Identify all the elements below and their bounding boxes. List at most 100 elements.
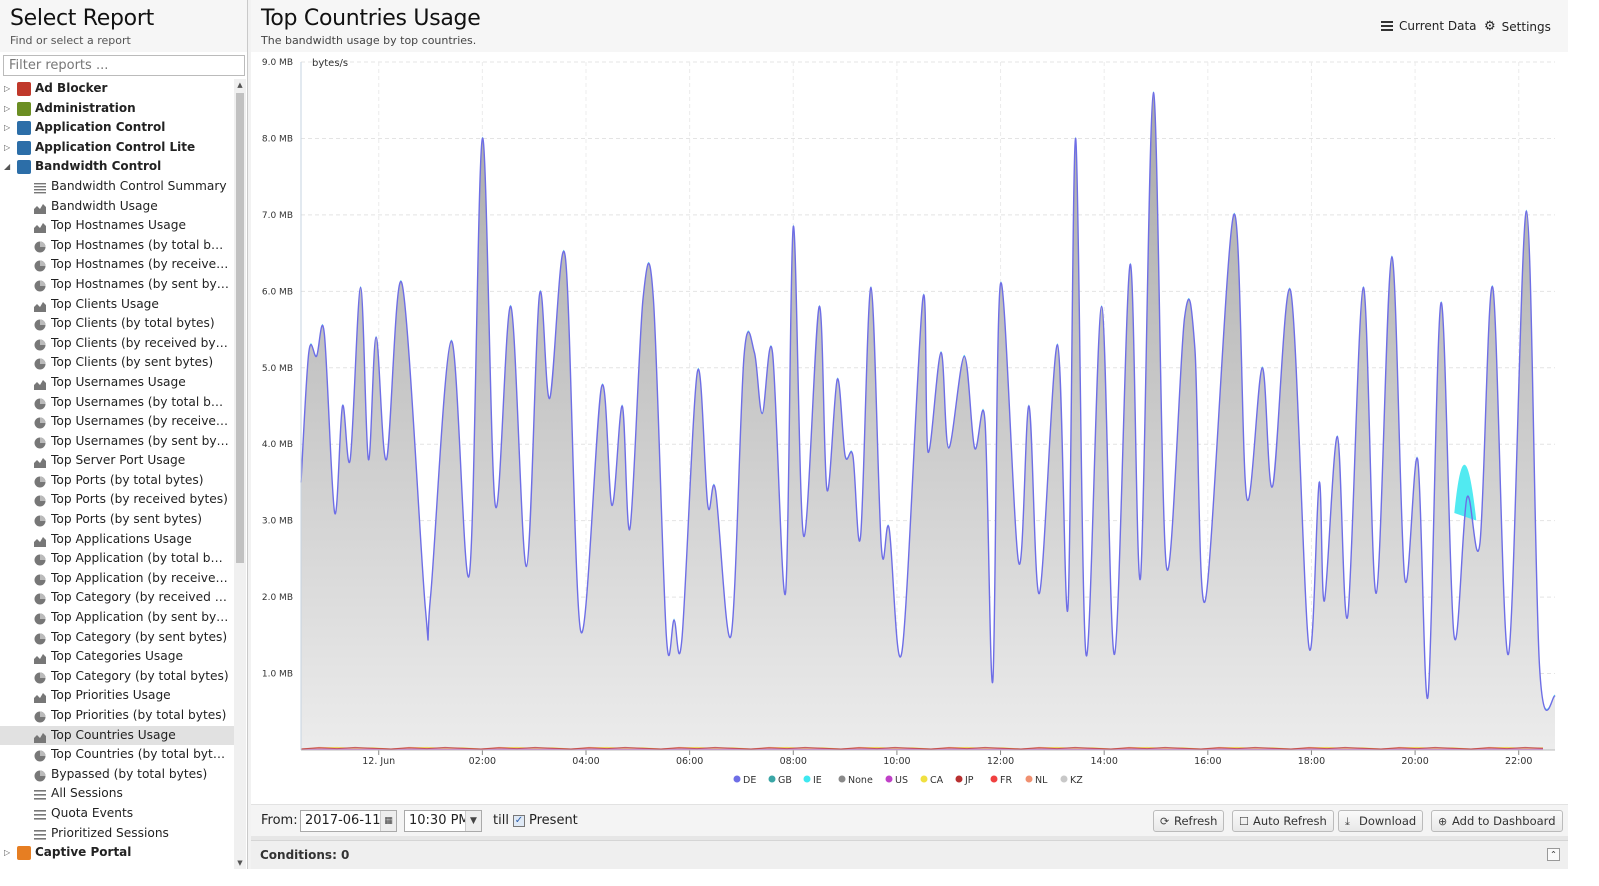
tree-item-top-hostnames-by-total-bytes[interactable]: Top Hostnames (by total bytes) xyxy=(0,236,234,256)
legend-label-jp: JP xyxy=(964,775,974,786)
scroll-down-icon[interactable]: ▼ xyxy=(237,859,243,867)
expand-icon[interactable]: ▷ xyxy=(4,142,11,152)
tree-item-label: Top Priorities (by total bytes) xyxy=(51,708,227,722)
x-tick-label: 14:00 xyxy=(1090,756,1117,767)
tree-item-top-usernames-usage[interactable]: Top Usernames Usage xyxy=(0,373,234,393)
pie-chart-icon xyxy=(34,769,46,782)
from-time-field[interactable]: 10:30 PM ▼ xyxy=(404,810,482,832)
tree-item-top-clients-by-sent-bytes[interactable]: Top Clients (by sent bytes) xyxy=(0,353,234,373)
legend-marker-jp xyxy=(955,775,963,783)
legend-marker-fr xyxy=(990,775,998,783)
refresh-button[interactable]: ⟳ Refresh xyxy=(1153,810,1225,832)
filter-reports-input[interactable] xyxy=(3,55,245,76)
expand-icon[interactable]: ⌃ xyxy=(1547,848,1560,861)
legend-label-none: None xyxy=(848,775,873,786)
tree-group-ad-blocker[interactable]: ▷ Ad Blocker xyxy=(0,79,234,99)
auto-refresh-button[interactable]: ☐ Auto Refresh xyxy=(1232,810,1334,832)
tree-item-top-priorities-by-total-bytes[interactable]: Top Priorities (by total bytes) xyxy=(0,706,234,726)
tree-item-top-applications-usage[interactable]: Top Applications Usage xyxy=(0,530,234,550)
tree-group-bandwidth-control[interactable]: ◢ Bandwidth Control xyxy=(0,157,234,177)
pie-chart-icon xyxy=(34,475,46,488)
tree-item-bandwidth-control-summary[interactable]: Bandwidth Control Summary xyxy=(0,177,234,197)
calendar-icon[interactable]: ▦ xyxy=(380,811,396,831)
tree-item-top-clients-by-received-bytes[interactable]: Top Clients (by received bytes) xyxy=(0,334,234,354)
tree-group-application-control-lite[interactable]: ▷ Application Control Lite xyxy=(0,138,234,158)
expand-icon[interactable]: ▷ xyxy=(4,123,11,133)
tree-item-top-categories-usage[interactable]: Top Categories Usage xyxy=(0,647,234,667)
expand-icon[interactable]: ▷ xyxy=(4,84,11,93)
pie-chart-icon xyxy=(34,632,46,645)
tree-item-top-countries-usage[interactable]: Top Countries Usage xyxy=(0,725,234,746)
tree-group-administration[interactable]: ▷ Administration xyxy=(0,99,234,119)
tree-item-top-application-by-sent-bytes[interactable]: Top Application (by sent bytes) xyxy=(0,608,234,628)
legend-label-de: DE xyxy=(743,775,756,786)
tree-item-top-category-by-sent-bytes[interactable]: Top Category (by sent bytes) xyxy=(0,628,234,648)
tree-item-top-hostnames-by-received-bytes[interactable]: Top Hostnames (by received bytes) xyxy=(0,255,234,275)
from-date-value: 2017-06-11 xyxy=(305,813,381,828)
from-date-field[interactable]: 2017-06-11 ▦ xyxy=(300,810,397,832)
tree-item-top-hostnames-by-sent-bytes[interactable]: Top Hostnames (by sent bytes) xyxy=(0,275,234,295)
tree-item-top-application-by-total-bytes[interactable]: Top Application (by total bytes) xyxy=(0,549,234,569)
pie-chart-icon xyxy=(34,279,46,292)
tree-group-captive-portal[interactable]: ▷ Captive Portal xyxy=(0,843,234,863)
tree-item-bandwidth-usage[interactable]: Bandwidth Usage xyxy=(0,197,234,217)
tree-item-label: Bandwidth Control Summary xyxy=(51,178,227,193)
x-tick-label: 16:00 xyxy=(1194,756,1221,767)
x-tick-label: 10:00 xyxy=(883,756,910,767)
scroll-up-icon[interactable]: ▲ xyxy=(237,81,243,89)
tree-item-label: Top Usernames (by total bytes) xyxy=(51,394,229,409)
area-chart-icon xyxy=(34,220,46,234)
usage-chart[interactable]: 1.0 MB 2.0 MB 3.0 MB 4.0 MB 5.0 MB 6.0 MB 7.0 … xyxy=(251,52,1568,804)
tree-item-top-category-by-received-bytes[interactable]: Top Category (by received bytes) xyxy=(0,588,234,608)
panel-splitter[interactable] xyxy=(251,836,1568,840)
legend-marker-gb xyxy=(768,775,776,783)
till-label: till xyxy=(493,813,509,828)
current-data-button[interactable]: Current Data xyxy=(1381,19,1477,33)
add-to-dashboard-button[interactable]: ⊕ Add to Dashboard xyxy=(1431,810,1563,832)
tree-item-top-ports-by-received-bytes[interactable]: Top Ports (by received bytes) xyxy=(0,490,234,510)
tree-item-top-usernames-by-total-bytes[interactable]: Top Usernames (by total bytes) xyxy=(0,393,234,413)
settings-button[interactable]: ⚙ Settings xyxy=(1484,19,1551,34)
tree-item-label: Top Ports (by received bytes) xyxy=(51,492,228,507)
tree-item-top-server-port-usage[interactable]: Top Server Port Usage xyxy=(0,451,234,471)
scrollbar-thumb[interactable] xyxy=(236,93,244,563)
settings-label: Settings xyxy=(1501,19,1551,34)
tree-group-application-control[interactable]: ▷ Application Control xyxy=(0,118,234,138)
report-toolbar: From: 2017-06-11 ▦ 10:30 PM ▼ till ✓ Pre… xyxy=(251,804,1568,836)
collapse-icon[interactable]: ◢ xyxy=(4,162,11,172)
x-tick-label: 18:00 xyxy=(1298,756,1325,767)
tree-item-top-application-by-received-bytes[interactable]: Top Application (by received bytes) xyxy=(0,569,234,589)
expand-icon[interactable]: ▷ xyxy=(4,103,11,113)
tree-item-top-priorities-usage[interactable]: Top Priorities Usage xyxy=(0,686,234,706)
tree-item-top-usernames-by-received-bytes[interactable]: Top Usernames (by received bytes) xyxy=(0,412,234,432)
tree-item-top-hostnames-usage[interactable]: Top Hostnames Usage xyxy=(0,216,234,236)
report-title: Top Countries Usage xyxy=(261,6,481,31)
tree-item-all-sessions[interactable]: All Sessions xyxy=(0,784,234,804)
report-sidebar: Select Report Find or select a report ▷ A… xyxy=(0,0,248,886)
pie-chart-icon xyxy=(34,514,46,527)
present-checkbox[interactable]: ✓ xyxy=(513,815,525,827)
text-report-icon xyxy=(34,181,46,194)
tree-item-top-usernames-by-sent-bytes[interactable]: Top Usernames (by sent bytes) xyxy=(0,432,234,452)
tree-item-prioritized-sessions[interactable]: Prioritized Sessions xyxy=(0,824,234,844)
tree-item-bypassed-by-total-bytes[interactable]: Bypassed (by total bytes) xyxy=(0,765,234,785)
area-chart-icon xyxy=(34,651,46,665)
tree-item-top-ports-by-total-bytes[interactable]: Top Ports (by total bytes) xyxy=(0,471,234,491)
tree-item-label: Top Priorities Usage xyxy=(51,688,171,703)
sidebar-scrollbar[interactable]: ▲ ▼ xyxy=(234,79,246,869)
expand-icon[interactable]: ▷ xyxy=(4,848,11,858)
tree-item-top-countries-by-total-bytes[interactable]: Top Countries (by total bytes) xyxy=(0,745,234,765)
tree-item-label: Top Application (by received bytes) xyxy=(51,570,229,585)
legend-marker-nl xyxy=(1025,775,1033,783)
pie-chart-icon xyxy=(34,416,46,429)
tree-item-quota-events[interactable]: Quota Events xyxy=(0,804,234,824)
conditions-bar[interactable]: Conditions: 0 ⌃ xyxy=(251,840,1568,869)
tree-item-top-category-by-total-bytes[interactable]: Top Category (by total bytes) xyxy=(0,667,234,687)
tree-item-label: Top Hostnames (by total bytes) xyxy=(51,237,229,252)
tree-item-top-clients-by-total-bytes[interactable]: Top Clients (by total bytes) xyxy=(0,314,234,334)
tree-item-top-ports-by-sent-bytes[interactable]: Top Ports (by sent bytes) xyxy=(0,510,234,530)
chevron-down-icon[interactable]: ▼ xyxy=(465,811,481,831)
tree-item-top-clients-usage[interactable]: Top Clients Usage xyxy=(0,295,234,315)
download-icon: ⤓ xyxy=(1345,815,1350,828)
download-button[interactable]: ⤓ Download xyxy=(1338,810,1424,832)
